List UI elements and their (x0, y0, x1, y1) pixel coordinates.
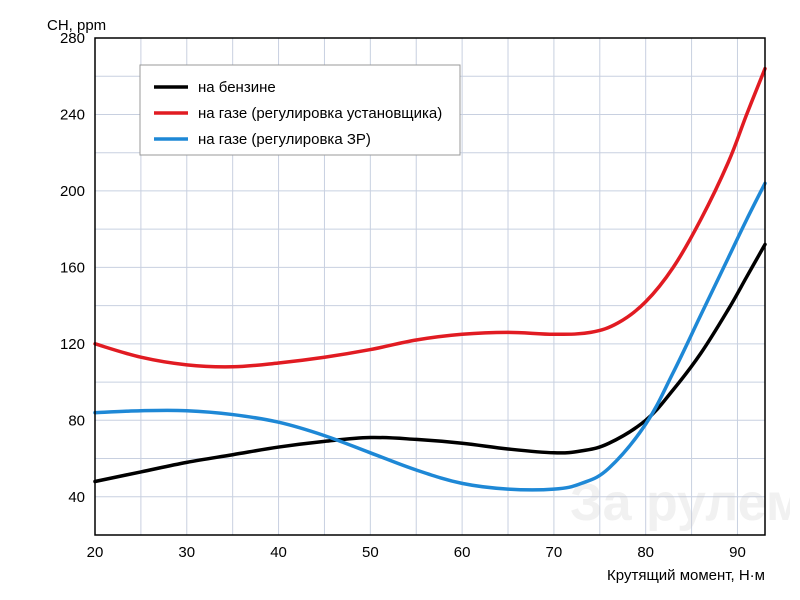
y-tick-label: 80 (68, 412, 85, 429)
y-tick-label: 160 (60, 259, 85, 276)
x-tick-label: 20 (87, 544, 104, 561)
legend-label-gas_zr: на газе (регулировка ЗР) (198, 131, 371, 148)
x-tick-label: 90 (729, 544, 746, 561)
y-tick-label: 40 (68, 489, 85, 506)
legend-label-gas_installer: на газе (регулировка установщика) (198, 105, 442, 122)
x-axis-label: Крутящий момент, Н·м (607, 567, 765, 584)
x-tick-label: 60 (454, 544, 471, 561)
y-tick-label: 120 (60, 336, 85, 353)
watermark: За рулем (570, 474, 790, 532)
x-tick-label: 50 (362, 544, 379, 561)
ch-emissions-chart: За рулем40801201602002402802030405060708… (10, 10, 790, 590)
x-tick-label: 40 (270, 544, 287, 561)
x-tick-label: 30 (178, 544, 195, 561)
x-tick-label: 80 (637, 544, 654, 561)
y-axis-label: CH, ppm (47, 17, 106, 34)
y-tick-label: 200 (60, 183, 85, 200)
legend-label-benzine: на бензине (198, 79, 276, 96)
x-tick-label: 70 (546, 544, 563, 561)
y-tick-label: 240 (60, 106, 85, 123)
chart-svg: За рулем40801201602002402802030405060708… (10, 10, 790, 590)
